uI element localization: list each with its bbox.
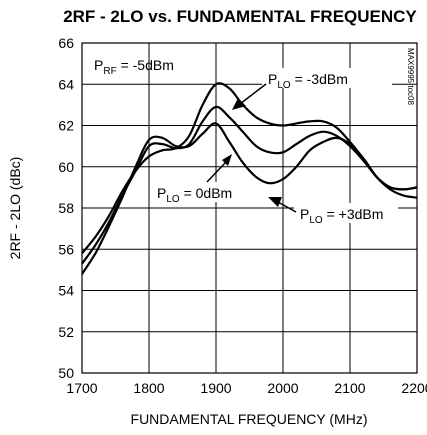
svg-text:PLO = 0dBm: PLO = 0dBm (157, 185, 232, 205)
series-line-2 (81, 122, 418, 275)
plot-frame (81, 42, 418, 374)
x-tick-label: 2000 (267, 380, 298, 396)
y-tick-label: 66 (58, 35, 74, 51)
x-tick-labels: 1700 1800 1900 2000 2100 2200 (66, 380, 427, 396)
x-tick-label: 1800 (133, 380, 164, 396)
x-axis-label: FUNDAMENTAL FREQUENCY (MHz) (131, 411, 368, 427)
y-tick-labels: 50 52 54 56 58 60 62 64 66 (58, 35, 74, 381)
annotation-plo-m3: PLO = -3dBm (232, 68, 392, 110)
series-line-0 (81, 82, 418, 255)
y-tick-label: 62 (58, 118, 74, 134)
svg-text:PLO = +3dBm: PLO = +3dBm (300, 206, 383, 226)
figure-code: MAX9995 toc08 (406, 48, 415, 105)
svg-text:PLO = -3dBm: PLO = -3dBm (268, 71, 348, 91)
annotation-prf: PRF = -5dBm (94, 57, 174, 77)
x-tick-label: 2100 (334, 380, 365, 396)
series-line-1 (81, 105, 418, 265)
x-tick-label: 1900 (200, 380, 231, 396)
annotation-plo-p3: PLO = +3dBm (268, 197, 398, 226)
y-tick-label: 56 (58, 241, 74, 257)
annotations: PRF = -5dBm PLO = -3dBm PLO = 0dBm PLO =… (94, 57, 398, 226)
x-tick-label: 1700 (66, 380, 97, 396)
x-tick-label: 2200 (401, 380, 427, 396)
y-tick-label: 50 (58, 365, 74, 381)
y-tick-label: 52 (58, 324, 74, 340)
y-axis-label: 2RF - 2LO (dBc) (7, 157, 23, 260)
series-group (81, 82, 418, 275)
y-tick-label: 58 (58, 200, 74, 216)
y-tick-label: 60 (58, 159, 74, 175)
annotation-plo-0: PLO = 0dBm (152, 154, 236, 205)
y-tick-label: 54 (58, 283, 74, 299)
y-tick-label: 64 (58, 76, 74, 92)
chart-title: 2RF - 2LO vs. FUNDAMENTAL FREQUENCY (63, 7, 417, 26)
